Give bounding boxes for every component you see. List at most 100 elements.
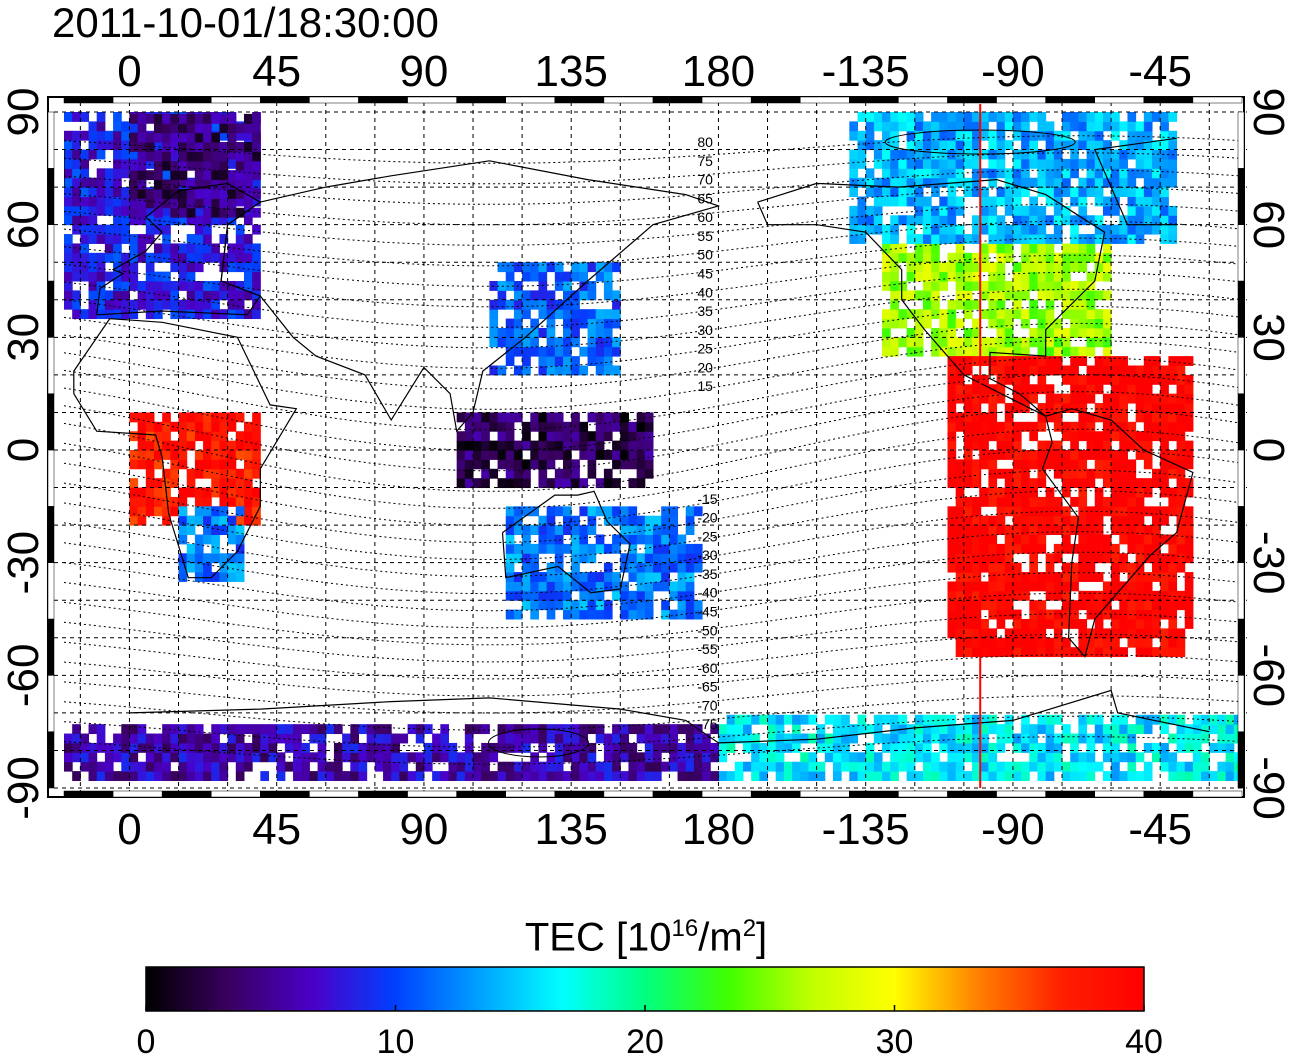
tec-cell bbox=[922, 215, 932, 226]
tec-cell bbox=[922, 318, 932, 329]
tec-cell bbox=[963, 346, 973, 357]
tec-cell bbox=[162, 132, 171, 143]
tec-cell bbox=[963, 187, 973, 197]
tec-cell bbox=[963, 562, 973, 573]
tec-cell bbox=[1062, 215, 1071, 226]
tec-cell bbox=[931, 121, 940, 132]
tec-cell bbox=[1021, 637, 1030, 648]
tec-cell bbox=[1184, 590, 1194, 601]
tec-cell bbox=[522, 525, 531, 535]
tec-cell bbox=[1037, 609, 1047, 620]
tec-cell bbox=[137, 243, 147, 254]
tec-cell bbox=[1012, 121, 1022, 132]
tec-cell bbox=[571, 609, 580, 620]
tec-cell bbox=[1168, 609, 1178, 620]
tec-cell bbox=[669, 581, 679, 592]
colorbar-tick-label: 20 bbox=[626, 1023, 664, 1057]
tec-cell bbox=[121, 271, 130, 282]
tec-cell bbox=[1094, 177, 1104, 188]
tec-cell bbox=[505, 534, 515, 545]
x-tick-top: -45 bbox=[1128, 47, 1192, 96]
tec-cell bbox=[243, 459, 253, 470]
tec-cell bbox=[1062, 562, 1071, 573]
tec-cell bbox=[1086, 543, 1096, 554]
tec-cell bbox=[554, 478, 564, 489]
tec-cell bbox=[1045, 140, 1055, 151]
tec-cell bbox=[1062, 121, 1071, 132]
tec-cell bbox=[554, 468, 564, 479]
tec-cell bbox=[988, 600, 998, 611]
tec-cell bbox=[636, 431, 646, 442]
tec-cell bbox=[194, 553, 204, 564]
tec-cell bbox=[1029, 299, 1038, 310]
tec-cell bbox=[890, 752, 899, 763]
tec-cell bbox=[587, 506, 597, 517]
tec-cell bbox=[644, 562, 654, 573]
tec-cell bbox=[1111, 149, 1120, 160]
tec-cell bbox=[342, 752, 351, 763]
tec-cell bbox=[1053, 215, 1063, 226]
tec-cell bbox=[612, 506, 621, 517]
tec-cell bbox=[219, 515, 229, 526]
tec-cell bbox=[955, 647, 965, 658]
tec-cell bbox=[88, 130, 98, 141]
tec-cell bbox=[423, 742, 433, 753]
tec-cell bbox=[587, 581, 597, 592]
tec-cell bbox=[1102, 309, 1112, 320]
tec-cell bbox=[1160, 515, 1169, 526]
tec-cell bbox=[186, 309, 196, 320]
tec-cell bbox=[1062, 487, 1071, 498]
tec-cell bbox=[162, 771, 171, 781]
tec-cell bbox=[922, 130, 932, 141]
tec-cell bbox=[153, 151, 163, 162]
tec-cell bbox=[1176, 515, 1186, 526]
tec-cell bbox=[587, 609, 597, 620]
tec-cell bbox=[1021, 149, 1030, 160]
tec-cell bbox=[211, 771, 220, 781]
tec-cell bbox=[1119, 562, 1128, 573]
tec-cell bbox=[922, 290, 932, 301]
tec-cell bbox=[963, 252, 973, 263]
tec-cell bbox=[1152, 609, 1161, 620]
tec-cell bbox=[203, 215, 212, 226]
tec-cell bbox=[1086, 771, 1096, 781]
tec-cell bbox=[456, 771, 466, 781]
tec-cell bbox=[170, 299, 180, 310]
tec-cell bbox=[235, 252, 245, 263]
tec-cell bbox=[243, 431, 253, 442]
tec-cell bbox=[1160, 487, 1169, 498]
tec-cell bbox=[931, 149, 940, 160]
tec-cell bbox=[268, 733, 278, 744]
tec-cell bbox=[595, 506, 605, 517]
tec-cell bbox=[972, 724, 981, 735]
frame-bar bbox=[701, 96, 752, 104]
tec-cell bbox=[1070, 262, 1079, 273]
mag-contour bbox=[64, 715, 1242, 748]
tec-cell bbox=[988, 562, 998, 573]
tec-cell bbox=[563, 742, 572, 753]
tec-cell bbox=[1135, 534, 1145, 545]
tec-cell bbox=[955, 468, 965, 479]
tec-cell bbox=[145, 142, 155, 152]
tec-cell bbox=[563, 271, 572, 282]
tec-cell bbox=[1037, 496, 1047, 507]
tec-cell bbox=[235, 496, 245, 507]
tec-cell bbox=[906, 168, 916, 179]
tec-cell bbox=[546, 600, 556, 611]
frame-bar bbox=[1237, 111, 1245, 169]
tec-cell bbox=[677, 752, 687, 763]
x-tick-top: 0 bbox=[117, 47, 141, 96]
tec-cell bbox=[113, 243, 122, 254]
tec-cell bbox=[374, 742, 384, 753]
tec-cell bbox=[186, 123, 196, 134]
tec-cell bbox=[914, 130, 924, 141]
tec-cell bbox=[153, 198, 163, 209]
tec-cell bbox=[1062, 290, 1071, 301]
tec-cell bbox=[219, 468, 229, 479]
tec-cell bbox=[530, 562, 539, 573]
tec-cell bbox=[1119, 553, 1128, 564]
tec-cell bbox=[1070, 431, 1079, 442]
tec-cell bbox=[153, 752, 163, 763]
tec-cell bbox=[113, 177, 122, 188]
tec-cell bbox=[1045, 252, 1055, 263]
